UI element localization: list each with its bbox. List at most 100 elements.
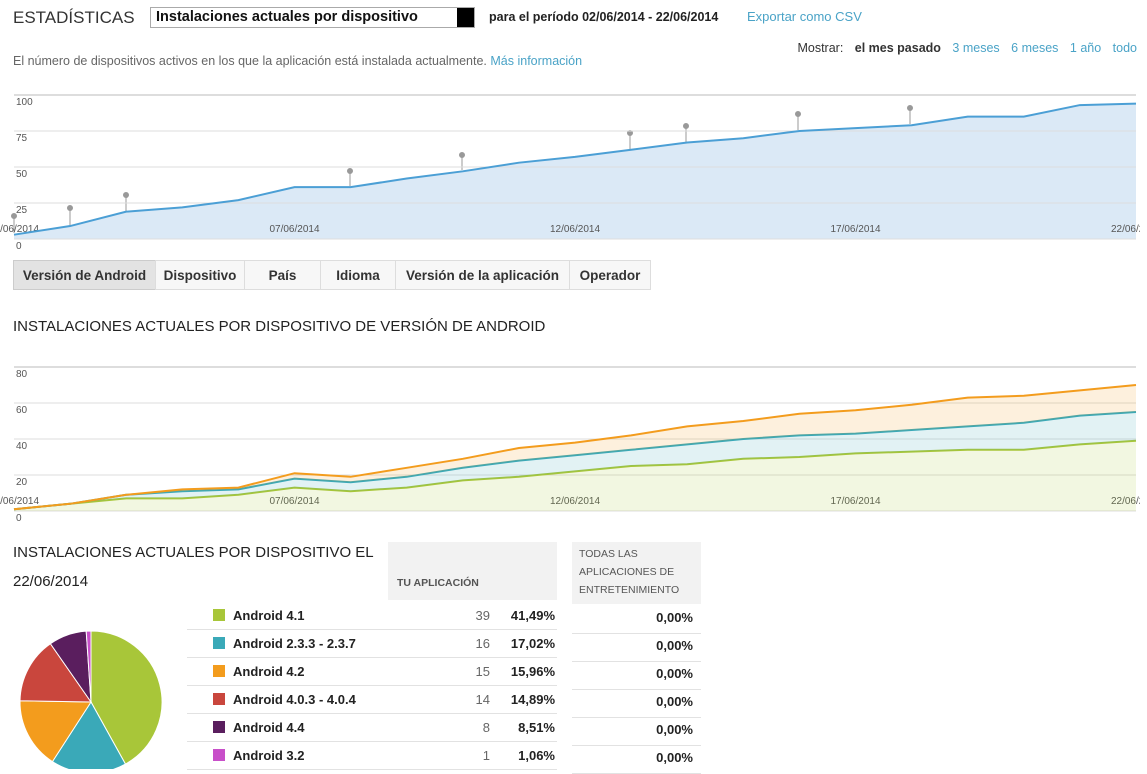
category-share: 0,00% [656,610,693,625]
legend-swatch [213,693,225,705]
table-row: Android 4.4 8 8,51% [187,713,557,742]
category-share: 0,00% [656,638,693,653]
y-tick-label: 50 [16,169,28,180]
pie-slice [19,643,92,703]
range-option[interactable]: el mes pasado [854,41,941,55]
table-row: Android 4.0.3 - 4.0.4 14 14,89% [187,685,557,714]
device-count: 1 [482,748,490,763]
table-row: Android 4.1 39 41,49% [187,601,557,630]
x-tick-label: 22/06/2014 [1111,224,1140,235]
legend-swatch [213,721,225,733]
range-option[interactable]: 6 meses [1011,41,1059,55]
period: para el período 02/06/2014 - 22/06/2014 [489,10,719,24]
tab[interactable]: Operador [569,260,651,290]
section-title: INSTALACIONES ACTUALES POR DISPOSITIVO D… [13,318,546,335]
line [13,384,1137,511]
table-cell: 0,00% [572,717,701,746]
more-info-link[interactable]: Más información [490,54,583,68]
x-tick-label: 12/06/2014 [550,224,600,235]
pie-slice [90,630,163,765]
device-count: 8 [482,720,490,735]
pie-chart [19,630,163,769]
page-title: ESTADÍSTICAS [13,8,135,27]
tab[interactable]: Idioma [320,260,396,290]
device-count: 16 [475,636,490,651]
tab[interactable]: País [244,260,321,290]
y-tick-label: 75 [16,133,28,144]
device-share: 41,49% [510,608,555,623]
line [13,102,1137,236]
device-name: Android 4.2 [233,664,305,679]
table-row: Android 3.2 1 1,06% [187,741,557,770]
metric-dropdown[interactable]: Instalaciones actuales por dispositivo [150,7,475,28]
x-tick-label: 07/06/2014 [269,224,319,235]
dropdown-text: Instalaciones actuales por dispositivo [156,9,418,25]
x-tick-label: 02/06/2014 [0,496,39,507]
pie-slice [19,700,92,763]
event-markers [11,105,913,233]
range-option[interactable]: 3 meses [952,41,1000,55]
device-name: Android 4.1 [233,608,305,623]
x-tick-label: 02/06/2014 [0,224,39,235]
device-name: Android 4.0.3 - 4.0.4 [233,692,356,707]
header-cell: TODAS LAS APLICACIONES DE ENTRETENIMIENT… [572,542,701,604]
y-tick-label: 20 [16,477,28,488]
tab[interactable]: Dispositivo [155,260,245,290]
range-option[interactable]: 1 año [1069,41,1102,55]
area-fill [14,103,1136,239]
description-text: El número de dispositivos activos en los… [13,54,487,68]
device-name: Android 3.2 [233,748,305,763]
category-share: 0,00% [656,666,693,681]
y-tick-label: 25 [16,205,28,216]
device-share: 8,51% [518,720,555,735]
legend-swatch [213,637,225,649]
header-cell: TU APLICACIÓN [388,542,557,600]
table-row: Android 4.2 15 15,96% [187,657,557,686]
category-share: 0,00% [656,694,693,709]
category-share: 0,00% [656,722,693,737]
device-name: Android 4.4 [233,720,305,735]
legend-swatch [213,665,225,677]
section-title: INSTALACIONES ACTUALES POR DISPOSITIVO E… [13,544,374,590]
device-count: 15 [475,664,490,679]
y-tick-label: 0 [16,513,22,524]
table-row: Android 2.3.3 - 2.3.7 16 17,02% [187,629,557,658]
range-selector: Mostrar: el mes pasado 3 meses 6 meses 1… [797,41,1137,55]
tab[interactable]: Versión de la aplicación [395,260,570,290]
range-option[interactable]: todo [1112,41,1137,55]
pie-slice [51,701,127,769]
y-tick-label: 0 [16,241,22,252]
table-cell: 0,00% [572,661,701,690]
device-count: 14 [475,692,490,707]
export-link[interactable]: Exportar como CSV [747,9,862,24]
y-tick-label: 80 [16,369,28,380]
line [13,411,1137,511]
table-cell: 0,00% [572,633,701,662]
tab[interactable]: Versión de Android [13,260,156,290]
device-count: 39 [475,608,490,623]
device-share: 14,89% [510,692,555,707]
area-fill [14,412,1136,510]
x-tick-label: 12/06/2014 [550,496,600,507]
device-name: Android 2.3.3 - 2.3.7 [233,636,356,651]
y-tick-label: 60 [16,405,28,416]
legend-swatch [213,749,225,761]
line [13,439,1137,511]
device-share: 15,96% [510,664,555,679]
table-cell: 0,00% [572,745,701,774]
table-cell: 0,00% [572,605,701,634]
legend-swatch [213,609,225,621]
x-tick-label: 17/06/2014 [830,496,880,507]
area-fill [14,440,1136,511]
pie-slice [85,630,92,703]
header-text: TU APLICACIÓN [397,577,479,589]
description: El número de dispositivos activos en los… [13,54,582,68]
y-tick-label: 40 [16,441,28,452]
show-label: Mostrar: [797,41,844,55]
x-tick-label: 22/06/2014 [1111,496,1140,507]
table-cell: 0,00% [572,689,701,718]
device-share: 1,06% [518,748,555,763]
x-tick-label: 07/06/2014 [269,496,319,507]
total-chart: 0 25 50 75 100 02/06/2014 07/06/2014 12/06/2014… [0,94,1140,252]
